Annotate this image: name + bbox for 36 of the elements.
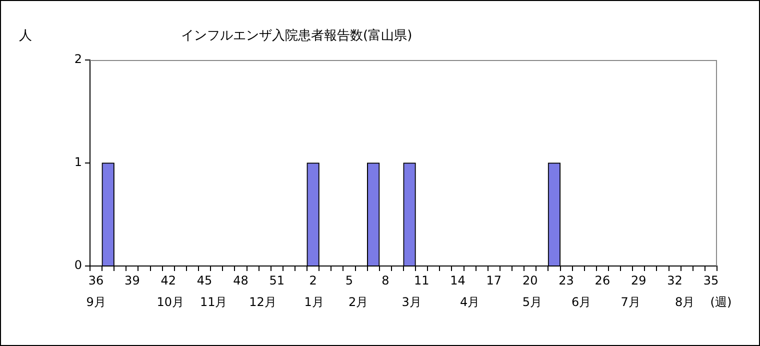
y-tick-label: 1 [74, 155, 82, 170]
x-tick-label: 8 [382, 273, 390, 288]
text: 1月 [304, 295, 324, 310]
x-tick-label: 48 [233, 273, 248, 288]
x-tick-label: 14 [450, 273, 466, 288]
text: (週) [710, 295, 732, 310]
y-tick-label: 0 [74, 258, 82, 272]
text: 5月 [522, 295, 542, 310]
x-tick-label: 51 [269, 273, 285, 288]
x-tick-label: 23 [558, 273, 574, 288]
x-tick-label: 26 [594, 273, 610, 288]
x-tick-label: 29 [630, 273, 646, 288]
text: 2月 [348, 295, 368, 310]
text: 3月 [402, 295, 422, 310]
x-tick-label: 2 [309, 273, 317, 288]
text: 4月 [460, 295, 480, 310]
text: 7月 [620, 295, 640, 310]
x-tick-label: 35 [703, 273, 719, 288]
x-tick-label: 20 [522, 273, 538, 288]
x-tick-label: 17 [486, 273, 502, 288]
x-tick-label: 45 [196, 273, 212, 288]
x-tick-label: 11 [414, 273, 430, 288]
text: 8月 [674, 295, 695, 310]
x-tick-label: 39 [124, 273, 140, 288]
x-tick-label: 5 [345, 273, 354, 288]
y-tick-label: 2 [74, 52, 82, 66]
text: 6月 [572, 295, 592, 310]
text: 9月 [86, 295, 106, 310]
chart-title: インフルエンザ入院患者報告数(富山県) [181, 27, 412, 44]
text: 11月 [200, 295, 228, 310]
x-tick-label: 42 [160, 273, 176, 288]
x-tick-label: 32 [667, 273, 682, 288]
text: 10月 [156, 295, 184, 310]
text: 12月 [249, 295, 276, 310]
x-tick-label: 36 [88, 273, 104, 288]
y-axis-title: 人 [19, 28, 32, 44]
